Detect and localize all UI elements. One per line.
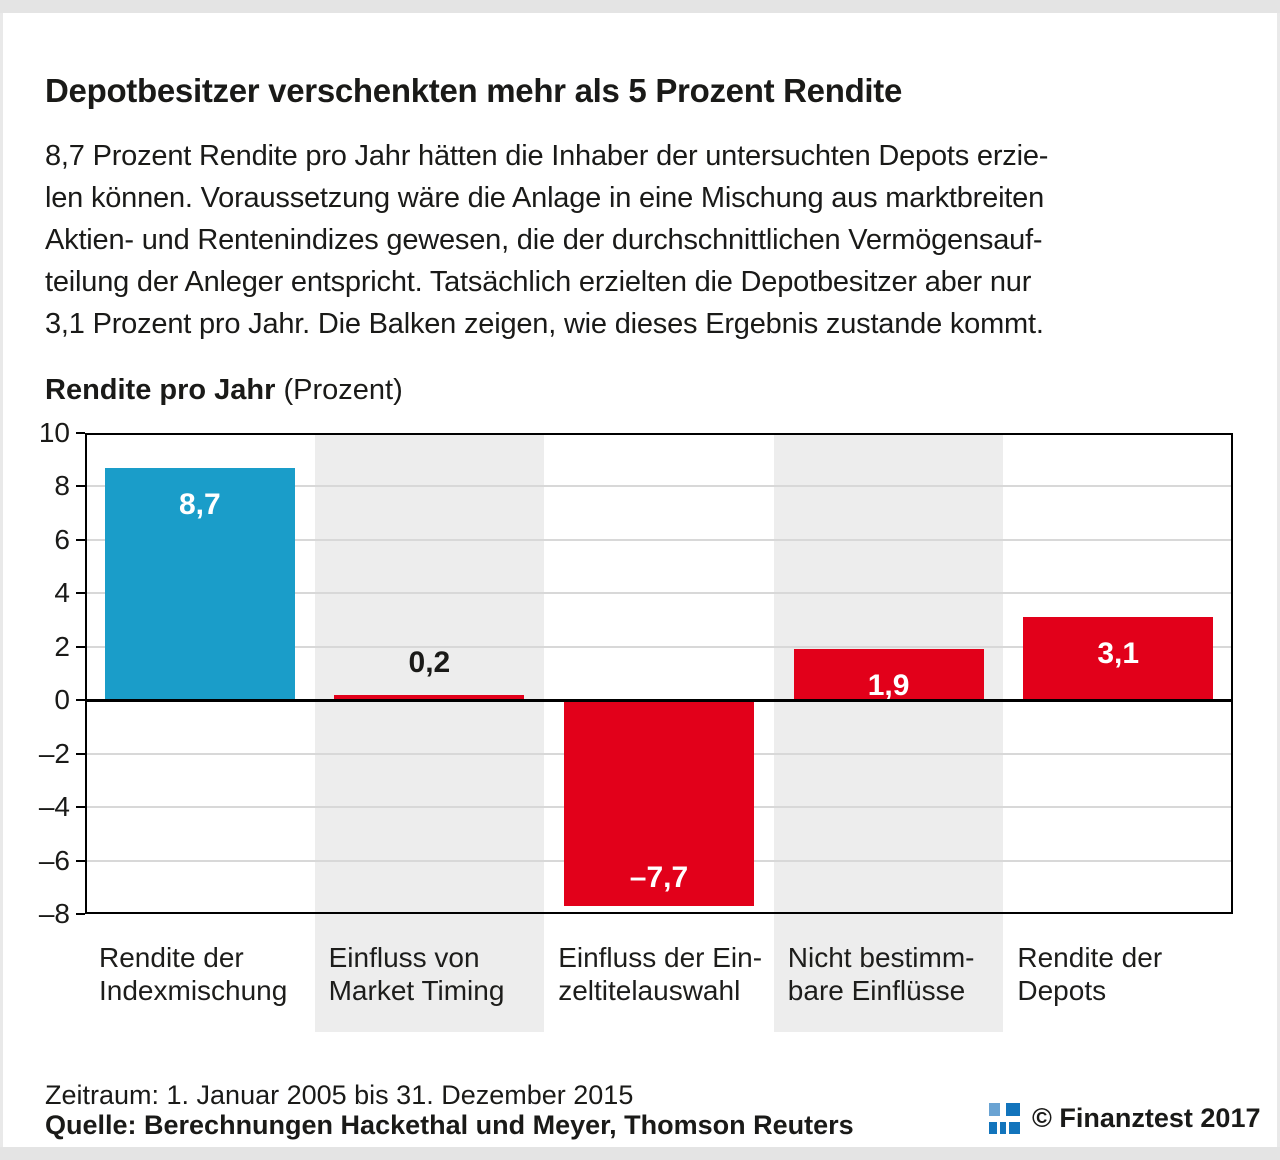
y-axis-tick (76, 592, 85, 595)
intro-line: len können. Voraussetzung wäre die Anlag… (45, 182, 1045, 214)
y-axis-tick (76, 913, 85, 915)
gridline (85, 645, 1233, 648)
logo-quadrant (989, 1121, 1000, 1134)
chart-heading: Rendite pro Jahr (Prozent) (45, 374, 403, 407)
gridline (85, 538, 1233, 541)
y-axis-tick (76, 699, 85, 702)
logo-quadrant (1000, 1121, 1006, 1134)
category-label-2: Einfluss von Market Timing (329, 941, 505, 1007)
gridline (85, 485, 1233, 488)
y-axis-label: 6 (54, 523, 70, 555)
y-axis-tick (76, 645, 85, 648)
bottom-frame-strip (0, 1147, 1280, 1160)
y-axis-label: –2 (38, 737, 70, 769)
category-label-line: Depots (1017, 975, 1107, 1006)
y-axis-label: 8 (54, 470, 70, 502)
category-label-line: bare Einflüsse (787, 975, 966, 1006)
bar-5 (1023, 617, 1214, 701)
stiftung-warentest-logo-icon (989, 1102, 1020, 1134)
category-label-line: zeltitelauswahl (558, 975, 741, 1006)
logo-quadrant (997, 1121, 1000, 1134)
column-stripe (314, 433, 545, 1032)
right-frame-rail (1277, 13, 1280, 1147)
y-axis-tick (76, 432, 85, 434)
category-label-line: Indexmischung (99, 975, 288, 1006)
bar-value-label: –7,7 (629, 860, 689, 894)
logo-quadrant (989, 1115, 1020, 1122)
intro-line: 3,1 Prozent pro Jahr. Die Balken zeigen,… (45, 308, 1044, 340)
y-axis-label: –4 (38, 791, 70, 823)
intro-line: teilung der Anleger entspricht. Tatsächl… (45, 266, 1032, 298)
intro-line: 8,7 Prozent Rendite pro Jahr hätten die … (45, 140, 1049, 172)
y-axis-tick (76, 485, 85, 488)
chart-heading-title: Rendite pro Jahr (45, 374, 276, 406)
intro-line: Aktien- und Rentenindizes gewesen, die d… (45, 224, 1043, 256)
bar-4 (793, 649, 984, 701)
footer-zeitraum: Zeitraum: 1. Januar 2005 bis 31. Dezembe… (45, 1080, 634, 1110)
y-axis-tick (76, 859, 85, 862)
bar-value-label: 3,1 (1097, 637, 1140, 671)
category-label-5: Rendite der Depots (1017, 941, 1162, 1007)
copyright-text: © Finanztest 2017 (1032, 1102, 1261, 1133)
y-axis-tick (76, 752, 85, 755)
bar-1 (104, 467, 295, 701)
y-axis-tick (76, 538, 85, 541)
bar-value-label: 8,7 (178, 487, 221, 521)
logo-quadrant (1006, 1121, 1020, 1134)
y-axis-label: 0 (54, 684, 70, 716)
category-label-3: Einfluss der Ein-zeltitelauswahl (558, 941, 762, 1007)
category-label-line: Market Timing (328, 975, 505, 1006)
bar-3 (564, 700, 754, 906)
credit-line: © Finanztest 2017 (989, 1101, 1260, 1135)
bar-value-label: 1,9 (867, 669, 910, 703)
y-axis-label: 10 (38, 417, 70, 448)
category-label-line: Rendite der (99, 942, 244, 973)
category-label-4: Nicht bestimm-bare Einflüsse (788, 941, 975, 1007)
intro-paragraph: 8,7 Prozent Rendite pro Jahr hätten die … (45, 135, 1048, 345)
logo-quadrant (1006, 1102, 1020, 1116)
left-frame-rail (0, 13, 3, 1147)
y-axis-label: 4 (54, 577, 70, 609)
logo-quadrant (1000, 1102, 1006, 1116)
logo-quadrant (1006, 1121, 1009, 1134)
bar-value-label: 0,2 (408, 645, 451, 679)
column-stripe (773, 433, 1004, 1032)
gridline (85, 592, 1233, 595)
category-label-1: Rendite der Indexmischung (99, 941, 287, 1007)
y-axis-label: –6 (38, 844, 70, 876)
y-axis-tick (76, 806, 85, 809)
logo-quadrant (989, 1102, 1000, 1116)
y-axis-label: –8 (38, 898, 70, 929)
chart-heading-unit: (Prozent) (283, 374, 403, 406)
category-label-line: Einfluss der Ein- (558, 942, 763, 973)
zero-axis-line (85, 699, 1233, 703)
bar-2 (334, 694, 525, 701)
page-title: Depotbesitzer verschenkten mehr als 5 Pr… (45, 72, 903, 110)
category-label-line: Nicht bestimm- (787, 942, 975, 973)
category-label-line: Rendite der (1017, 942, 1163, 973)
plot-frame (85, 433, 1233, 914)
category-label-line: Einfluss von (328, 942, 480, 973)
footer-quelle: Quelle: Berechnungen Hackethal und Meyer… (45, 1110, 854, 1140)
top-frame-strip (0, 0, 1280, 13)
y-axis-label: 2 (54, 630, 70, 662)
